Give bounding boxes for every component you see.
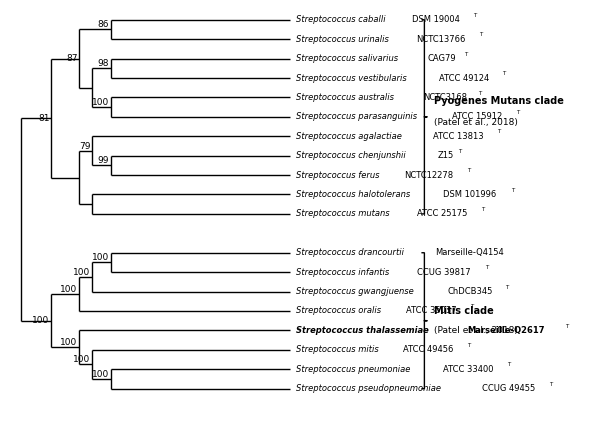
Text: Streptococcus pneumoniae: Streptococcus pneumoniae (296, 365, 413, 374)
Text: 100: 100 (73, 355, 90, 364)
Text: T: T (481, 207, 484, 212)
Text: 81: 81 (38, 114, 49, 122)
Text: 99: 99 (98, 157, 109, 165)
Text: 86: 86 (98, 20, 109, 30)
Text: Streptococcus infantis: Streptococcus infantis (296, 268, 391, 277)
Text: T: T (516, 110, 519, 115)
Text: T: T (467, 168, 470, 173)
Text: 100: 100 (32, 316, 49, 325)
Text: 100: 100 (92, 98, 109, 107)
Text: T: T (470, 304, 474, 309)
Text: NCTC12278: NCTC12278 (404, 170, 453, 180)
Text: T: T (473, 13, 476, 18)
Text: T: T (478, 91, 482, 96)
Text: NCTC13766: NCTC13766 (416, 35, 465, 43)
Text: ChDCB345: ChDCB345 (448, 287, 493, 296)
Text: Streptococcus mutans: Streptococcus mutans (296, 209, 392, 219)
Text: T: T (550, 382, 553, 387)
Text: Streptococcus oralis: Streptococcus oralis (296, 306, 383, 316)
Text: (Patel et al., 2018): (Patel et al., 2018) (434, 118, 518, 127)
Text: Streptococcus caballi: Streptococcus caballi (296, 15, 388, 24)
Text: Mitis clade: Mitis clade (434, 306, 493, 316)
Text: T: T (565, 324, 568, 329)
Text: T: T (464, 52, 467, 57)
Text: Streptococcus agalactiae: Streptococcus agalactiae (296, 132, 404, 141)
Text: Z15: Z15 (438, 151, 454, 160)
Text: NCTC3168: NCTC3168 (423, 93, 467, 102)
Text: Marseille-Q4154: Marseille-Q4154 (436, 248, 504, 257)
Text: T: T (511, 188, 514, 193)
Text: Streptococcus halotolerans: Streptococcus halotolerans (296, 190, 413, 199)
Text: Streptococcus gwangjuense: Streptococcus gwangjuense (296, 287, 416, 296)
Text: Streptococcus mitis: Streptococcus mitis (296, 345, 381, 354)
Text: T: T (505, 285, 508, 290)
Text: 100: 100 (60, 285, 78, 294)
Text: CAG79: CAG79 (428, 54, 456, 63)
Text: T: T (485, 265, 488, 271)
Text: Streptococcus ferus: Streptococcus ferus (296, 170, 382, 180)
Text: (Patel et al., 2018): (Patel et al., 2018) (434, 326, 518, 335)
Text: 87: 87 (66, 54, 78, 63)
Text: ATCC 33400: ATCC 33400 (444, 365, 494, 374)
Text: Streptococcus thalassemiae: Streptococcus thalassemiae (296, 326, 431, 335)
Text: 79: 79 (79, 142, 90, 151)
Text: Streptococcus salivarius: Streptococcus salivarius (296, 54, 401, 63)
Text: ATCC 35037: ATCC 35037 (407, 306, 457, 316)
Text: Streptococcus vestibularis: Streptococcus vestibularis (296, 73, 409, 82)
Text: CCUG 49455: CCUG 49455 (482, 384, 536, 393)
Text: Streptococcus urinalis: Streptococcus urinalis (296, 35, 391, 43)
Text: 98: 98 (98, 60, 109, 68)
Text: ATCC 25175: ATCC 25175 (418, 209, 468, 219)
Text: DSM 101996: DSM 101996 (444, 190, 496, 199)
Text: DSM 19004: DSM 19004 (412, 15, 460, 24)
Text: Streptococcus australis: Streptococcus australis (296, 93, 396, 102)
Text: 100: 100 (92, 370, 109, 379)
Text: ATCC 13813: ATCC 13813 (433, 132, 484, 141)
Text: Streptococcus parasanguinis: Streptococcus parasanguinis (296, 112, 419, 122)
Text: T: T (502, 71, 505, 76)
Text: Streptococcus pseudopneumoniae: Streptococcus pseudopneumoniae (296, 384, 443, 393)
Text: T: T (467, 343, 470, 348)
Text: 100: 100 (73, 268, 90, 277)
Text: ATCC 49124: ATCC 49124 (439, 73, 489, 82)
Text: Marseille-Q2617: Marseille-Q2617 (467, 326, 545, 335)
Text: 100: 100 (92, 254, 109, 262)
Text: Streptococcus chenjunshii: Streptococcus chenjunshii (296, 151, 408, 160)
Text: T: T (507, 362, 511, 368)
Text: Streptococcus drancourtii: Streptococcus drancourtii (296, 248, 406, 257)
Text: CCUG 39817: CCUG 39817 (417, 268, 470, 277)
Text: Pyogenes Mutans clade: Pyogenes Mutans clade (434, 96, 564, 106)
Text: T: T (458, 149, 461, 154)
Text: 100: 100 (60, 338, 78, 347)
Text: ATCC 15912: ATCC 15912 (452, 112, 502, 122)
Text: T: T (497, 130, 500, 135)
Text: T: T (479, 32, 482, 38)
Text: ATCC 49456: ATCC 49456 (404, 345, 454, 354)
